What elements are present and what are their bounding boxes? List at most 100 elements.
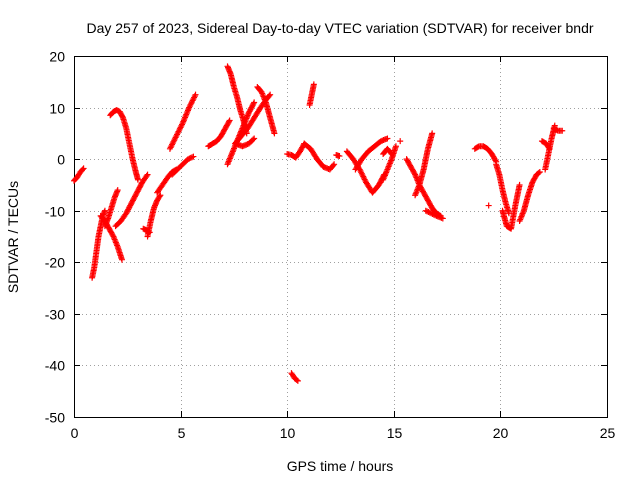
satellite-track — [169, 153, 197, 178]
satellite-track — [412, 130, 436, 199]
satellite-track — [288, 370, 301, 384]
satellite-track — [380, 143, 399, 183]
data-point — [190, 153, 197, 160]
satellite-track — [352, 135, 391, 173]
data-point — [536, 169, 543, 176]
y-tick-label: -50 — [45, 410, 65, 426]
data-point — [251, 135, 258, 142]
satellite-track — [301, 140, 338, 173]
data-point — [192, 91, 199, 98]
data-point — [310, 81, 317, 88]
data-point — [430, 211, 437, 218]
x-tick-label: 5 — [178, 425, 186, 441]
satellite-track — [89, 207, 108, 281]
satellite-track — [485, 202, 492, 209]
y-axis-label: SDTVAR / TECUs — [5, 181, 21, 293]
data-point — [250, 136, 257, 143]
satellite-track — [112, 171, 151, 230]
y-tick-label: -10 — [45, 204, 65, 220]
data-point — [144, 171, 151, 178]
satellite-track — [397, 138, 404, 145]
data-points — [71, 63, 566, 384]
x-tick-label: 10 — [280, 425, 296, 441]
data-point — [330, 162, 337, 169]
x-axis-label: GPS time / hours — [287, 458, 394, 474]
data-point — [559, 127, 566, 134]
data-point — [397, 138, 404, 145]
data-point — [157, 192, 164, 199]
y-tick-label: 20 — [49, 49, 65, 65]
satellite-track — [231, 91, 274, 147]
data-point — [429, 130, 436, 137]
data-point — [250, 100, 257, 107]
data-point — [424, 208, 431, 215]
satellite-track — [333, 152, 343, 160]
data-point — [336, 153, 343, 160]
data-point — [114, 187, 121, 194]
satellite-track — [101, 187, 121, 230]
x-tick-label: 15 — [387, 425, 403, 441]
y-tick-label: -40 — [45, 358, 65, 374]
data-point — [432, 212, 439, 219]
data-point — [266, 92, 273, 99]
satellite-track — [233, 135, 258, 150]
satellite-track — [499, 181, 523, 232]
data-point — [331, 161, 338, 168]
data-point — [411, 170, 418, 177]
data-point — [225, 118, 232, 125]
satellite-track — [205, 117, 233, 150]
data-point — [392, 143, 399, 150]
data-point — [485, 202, 492, 209]
data-point — [109, 232, 116, 239]
data-point — [185, 156, 192, 163]
satellite-track — [254, 83, 278, 137]
satellite-track — [71, 165, 87, 184]
data-point — [439, 215, 446, 222]
grid — [74, 56, 607, 417]
data-point — [251, 99, 258, 106]
data-point — [186, 155, 193, 162]
y-tick-label: 0 — [57, 152, 65, 168]
x-tick-label: 0 — [71, 425, 79, 441]
data-point — [119, 113, 126, 120]
data-point — [134, 176, 141, 183]
data-point — [80, 165, 87, 172]
data-point — [293, 377, 300, 384]
satellite-track — [144, 192, 164, 240]
data-point — [187, 154, 194, 161]
data-point — [79, 166, 86, 173]
satellite-track — [166, 91, 199, 152]
data-point — [429, 210, 436, 217]
data-point — [101, 207, 108, 214]
data-point — [143, 172, 150, 179]
data-point — [428, 210, 435, 217]
data-point — [189, 154, 196, 161]
data-point — [516, 181, 523, 188]
satellite-track — [516, 169, 543, 225]
data-point — [226, 117, 233, 124]
data-point — [425, 209, 432, 216]
satellite-track — [471, 143, 500, 165]
chart-title: Day 257 of 2023, Sidereal Day-to-day VTE… — [86, 20, 593, 36]
data-point — [492, 157, 499, 164]
axis-ticks: 0 5 10 15 20 25 -50 -40 -30 -20 -10 0 10 20 — [45, 49, 616, 442]
data-point — [384, 135, 391, 142]
data-point — [535, 169, 542, 176]
satellite-track — [107, 107, 141, 183]
y-tick-label: 10 — [49, 101, 65, 117]
data-point — [422, 207, 429, 214]
y-tick-label: -30 — [45, 307, 65, 323]
x-tick-label: 25 — [600, 425, 616, 441]
satellite-track — [550, 125, 566, 134]
x-tick-label: 20 — [493, 425, 509, 441]
data-point — [271, 130, 278, 137]
data-point — [426, 209, 433, 216]
data-point — [294, 377, 301, 384]
y-tick-label: -20 — [45, 255, 65, 271]
data-point — [118, 256, 125, 263]
plot-frame — [74, 56, 608, 418]
data-point — [156, 193, 163, 200]
satellite-track — [542, 122, 558, 173]
